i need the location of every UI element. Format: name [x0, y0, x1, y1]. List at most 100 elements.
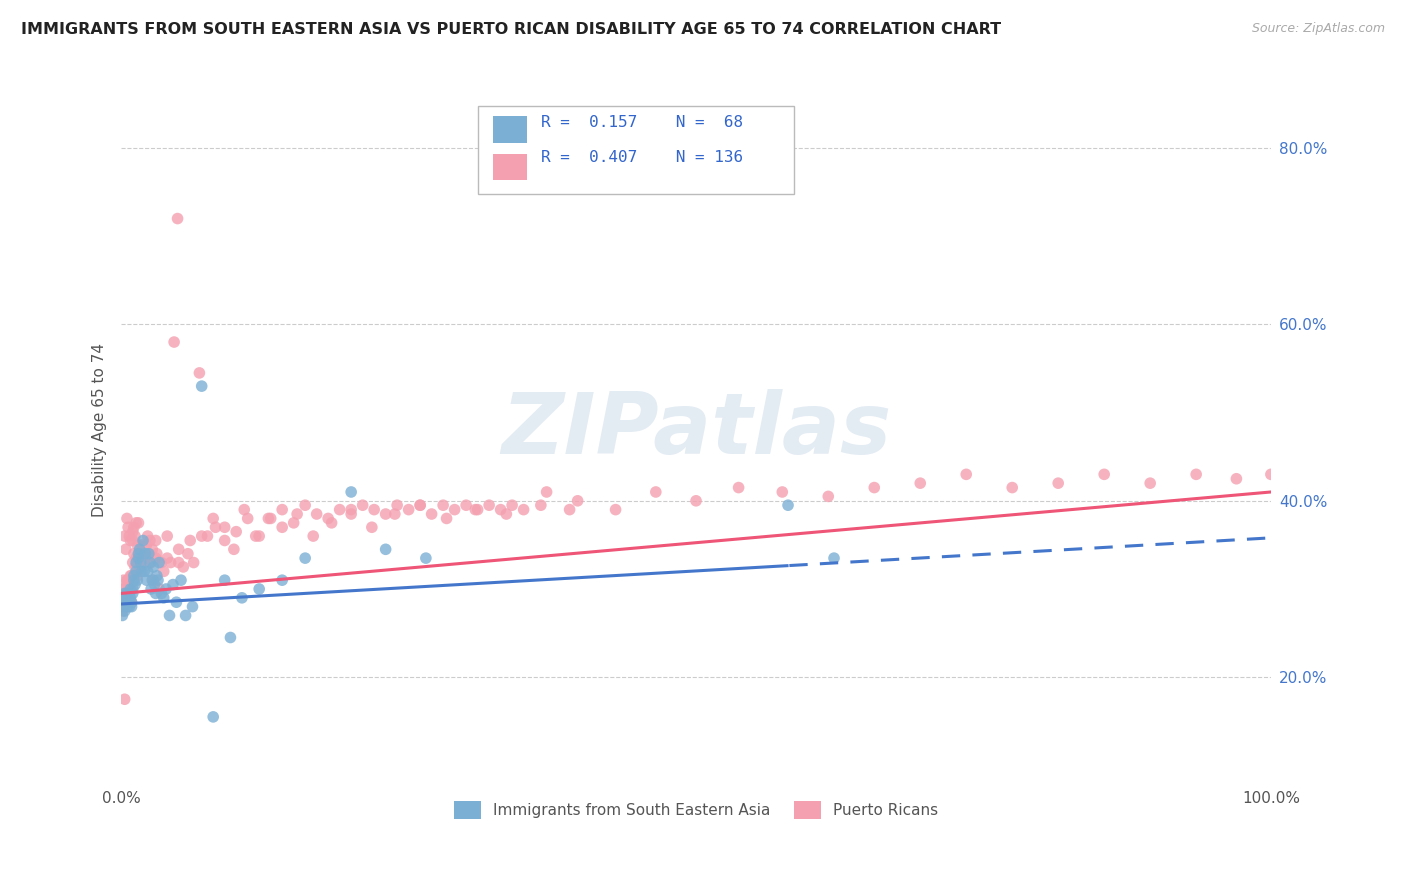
Point: [136, 529, 159, 543]
Point: [817, 489, 839, 503]
Point: [167, 556, 190, 570]
Point: [120, 582, 142, 596]
Legend: Immigrants from South Eastern Asia, Puerto Ricans: Immigrants from South Eastern Asia, Puer…: [447, 795, 945, 825]
Point: [115, 586, 138, 600]
Point: [214, 520, 236, 534]
Point: [156, 551, 179, 566]
Point: [512, 502, 534, 516]
Point: [136, 565, 159, 579]
Point: [214, 533, 236, 548]
Point: [114, 586, 136, 600]
Point: [294, 498, 316, 512]
Point: [1047, 476, 1070, 491]
Point: [644, 485, 666, 500]
Point: [863, 481, 886, 495]
Point: [127, 516, 149, 530]
Point: [134, 551, 156, 566]
Point: [374, 507, 396, 521]
Point: [129, 565, 152, 579]
Point: [1001, 481, 1024, 495]
Point: [420, 507, 443, 521]
Point: [148, 556, 170, 570]
Point: [163, 334, 186, 349]
Point: [146, 573, 169, 587]
FancyBboxPatch shape: [478, 105, 794, 194]
Point: [139, 533, 162, 548]
Point: [122, 573, 145, 587]
Point: [121, 556, 143, 570]
Point: [530, 498, 553, 512]
Point: [456, 498, 478, 512]
Point: [145, 586, 167, 600]
Point: [141, 573, 163, 587]
Point: [436, 511, 458, 525]
Point: [120, 533, 142, 548]
Bar: [492, 116, 527, 143]
Point: [111, 595, 134, 609]
Point: [190, 529, 212, 543]
Point: [138, 547, 160, 561]
Point: [146, 568, 169, 582]
Point: [271, 502, 294, 516]
Point: [118, 529, 141, 543]
Point: [567, 493, 589, 508]
Point: [114, 692, 136, 706]
Point: [125, 556, 148, 570]
Point: [121, 595, 143, 609]
Point: [685, 493, 707, 508]
Point: [1139, 476, 1161, 491]
Point: [124, 560, 146, 574]
Point: [114, 582, 136, 596]
Point: [121, 524, 143, 539]
Point: [121, 582, 143, 596]
Point: [202, 710, 225, 724]
Point: [114, 595, 136, 609]
Point: [117, 595, 139, 609]
Point: [114, 542, 136, 557]
Point: [146, 547, 169, 561]
Point: [111, 608, 134, 623]
Point: [294, 551, 316, 566]
Point: [128, 560, 150, 574]
Point: [127, 568, 149, 582]
Point: [910, 476, 932, 491]
Point: [501, 498, 523, 512]
Point: [117, 573, 139, 587]
Point: [222, 542, 245, 557]
Point: [179, 533, 201, 548]
Point: [340, 507, 363, 521]
Point: [127, 547, 149, 561]
Point: [115, 511, 138, 525]
Point: [415, 551, 437, 566]
Point: [141, 542, 163, 557]
Point: [495, 507, 517, 521]
Point: [165, 595, 187, 609]
Point: [115, 599, 138, 614]
Point: [1260, 467, 1282, 482]
Point: [536, 485, 558, 500]
Point: [302, 529, 325, 543]
Point: [127, 573, 149, 587]
Point: [188, 366, 211, 380]
Point: [134, 556, 156, 570]
Point: [159, 608, 181, 623]
Point: [121, 533, 143, 548]
Point: [360, 520, 382, 534]
Point: [340, 485, 363, 500]
Point: [467, 502, 489, 516]
Point: [115, 573, 138, 587]
Point: [374, 542, 396, 557]
Point: [118, 586, 141, 600]
Point: [114, 604, 136, 618]
Point: [172, 560, 194, 574]
Point: [385, 498, 408, 512]
Point: [112, 573, 135, 587]
Text: ZIPatlas: ZIPatlas: [501, 389, 891, 472]
Point: [174, 608, 197, 623]
Point: [257, 511, 280, 525]
Point: [398, 502, 420, 516]
Point: [409, 498, 432, 512]
Point: [134, 547, 156, 561]
Point: [231, 591, 253, 605]
Point: [134, 547, 156, 561]
